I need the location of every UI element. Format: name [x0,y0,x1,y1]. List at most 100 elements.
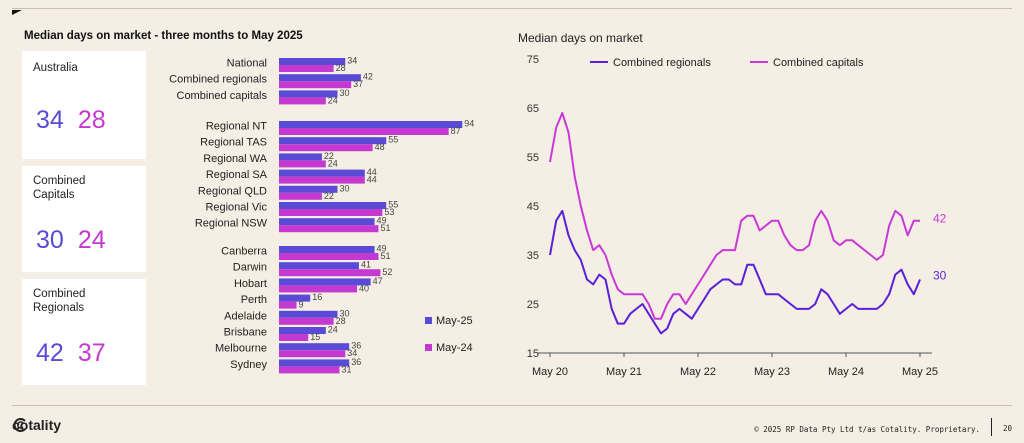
bar-may24 [279,209,383,216]
y-tick-label: 35 [527,250,539,262]
bar-may25 [279,121,463,128]
bar-may24 [279,128,449,135]
bar-value-label-may25: 36 [351,357,361,367]
bar-value-label-may24: 24 [328,158,338,168]
logo: cotality [12,417,61,433]
y-tick-label: 25 [527,299,539,311]
bar-value-label-may25: 36 [351,341,361,351]
bar-category-label: Regional QLD [198,185,267,197]
bar-may24 [279,192,322,200]
bar-may25 [279,153,322,161]
bar-category-label: Regional WA [203,153,267,165]
series-line [549,111,920,320]
bar-category-label: Sydney [230,359,267,371]
bar-may25 [279,218,375,226]
bar-may25 [279,202,387,209]
series-end-label: 30 [933,269,947,283]
bar-value-label-may24: 31 [341,364,351,374]
bar-category-label: Canberra [221,246,268,258]
bar-may24 [279,253,379,260]
bar-value-label-may24: 15 [310,332,320,342]
bar-value-label-may24: 87 [451,126,461,136]
bar-value-label-may25: 22 [324,151,334,161]
bar-category-label: Adelaide [224,310,267,322]
logo-icon [13,418,26,432]
bar-value-label-may25: 30 [340,308,350,318]
bar-may24 [279,301,297,309]
bar-value-label-may24: 44 [367,175,377,185]
card-label-line: Australia [33,62,78,74]
bar-value-label-may24: 24 [328,95,338,105]
bar-category-label: Regional NT [206,121,267,133]
series-line [549,209,921,335]
bar-may25 [279,74,361,82]
bar-value-label-may25: 16 [312,292,322,302]
card-australia: Australia 34 28 [22,51,146,159]
line-chart-title: Median days on market [518,31,643,45]
card-label: Australia [33,61,78,75]
card-values: 30 24 [36,226,106,255]
bar-value-label-may24: 9 [299,300,304,310]
bar-value-label-may24: 22 [324,191,334,201]
legend-swatch [425,317,432,324]
bar-value-label-may25: 44 [367,167,377,177]
page-title: Median days on market - three months to … [24,30,303,42]
bar-may25 [279,294,311,302]
page-number: 20 [1003,424,1013,433]
bar-category-label: Brisbane [224,327,267,339]
y-tick-label: 55 [527,152,539,164]
bar-value-label-may24: 40 [359,283,369,293]
bar-may25 [279,359,350,367]
legend-label: Combined regionals [613,57,711,69]
bar-value-label-may25: 30 [340,183,350,193]
bar-may24 [279,269,381,277]
y-tick-label: 15 [527,348,539,360]
copyright: © 2025 RP Data Pty Ltd t/as Cotality. Pr… [754,425,980,434]
card-label: Combined Capitals [33,174,85,202]
bar-may25 [279,310,338,318]
x-tick-label: May 24 [828,366,864,378]
bar-category-label: Regional Vic [205,202,267,214]
bar-value-label-may24: 37 [353,79,363,89]
card-label-line: Combined [33,175,86,187]
footer-separator [991,418,992,436]
bar-may25 [279,58,346,65]
bar-value-label-may25: 41 [361,260,371,270]
card-value-may25: 34 [36,106,64,134]
card-combined-capitals: Combined Capitals 30 24 [22,166,146,272]
bar-value-label-may24: 52 [382,267,392,277]
bar-value-label-may24: 51 [380,223,390,233]
bar-may25 [279,169,365,177]
x-tick-label: May 25 [902,366,938,378]
bar-may25 [279,185,338,193]
bar-may25 [279,246,375,253]
card-values: 42 37 [36,339,106,368]
legend-label: May-24 [436,342,473,354]
bar-category-label: Perth [241,294,267,306]
bar-value-label-may25: 34 [347,56,357,66]
bar-value-label-may25: 55 [388,135,398,145]
card-label-line: Regionals [33,302,85,314]
bar-value-label-may24: 34 [347,348,357,358]
bar-may25 [279,90,338,98]
y-tick-label: 75 [527,54,539,66]
card-value-may24: 24 [77,226,106,254]
bar-value-label-may25: 94 [464,119,474,129]
bar-may24 [279,160,326,168]
bar-category-label: Melbourne [215,343,267,355]
bar-category-label: National [227,58,267,70]
x-tick-label: May 22 [680,366,716,378]
card-value-may24: 28 [77,106,106,134]
card-label: Combined Regionals [33,287,85,315]
legend-label: May-25 [436,315,473,327]
top-rule [12,8,1012,9]
bar-may24 [279,334,309,341]
card-value-may25: 42 [36,339,64,367]
bar-category-label: Regional SA [206,169,268,181]
card-values: 34 28 [36,106,106,135]
bar-category-label: Hobart [234,278,267,290]
bar-value-label-may24: 53 [384,207,394,217]
bar-value-label-may24: 28 [336,316,346,326]
legend-label: Combined capitals [773,57,864,69]
